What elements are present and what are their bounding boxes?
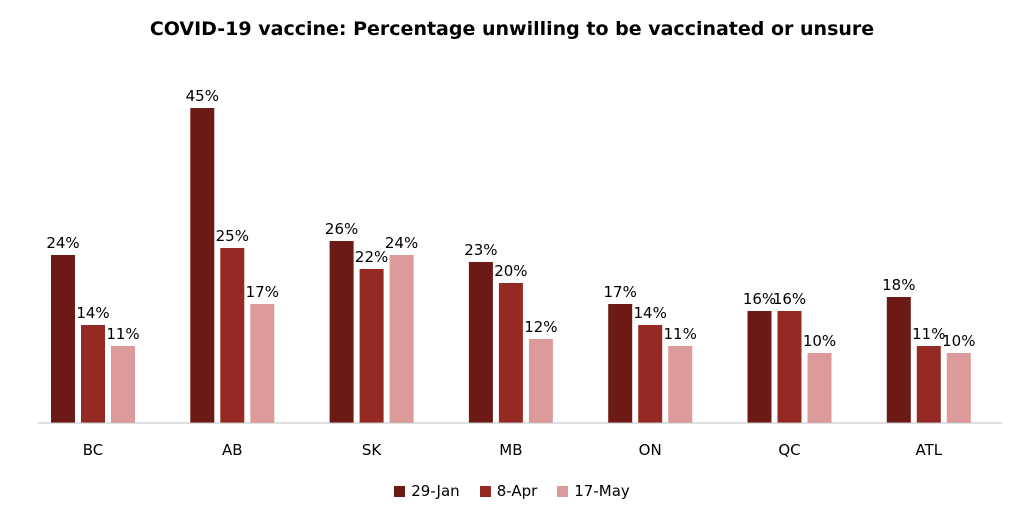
legend-label: 17-May [574, 482, 630, 500]
category-label-on: ON [639, 441, 662, 459]
value-label-atl-17-may: 10% [942, 332, 975, 350]
value-labels-layer: 24%14%11%45%25%17%26%22%24% 23%20%12%17%1… [46, 87, 975, 350]
bar-mb-29-jan [468, 262, 493, 423]
bar-qc-17-may [807, 353, 832, 423]
bar-mb-17-may [528, 339, 553, 423]
bar-qc-29-jan [747, 311, 772, 423]
bar-chart: 24%14%11%45%25%17%26%22%24% 23%20%12%17%1… [38, 87, 1002, 459]
value-label-qc-29-jan: 16% [743, 290, 776, 308]
value-label-qc-8-apr: 16% [773, 290, 806, 308]
legend-swatch [479, 485, 491, 497]
value-label-mb-17-may: 12% [524, 318, 557, 336]
category-label-qc: QC [778, 441, 800, 459]
value-label-qc-17-may: 10% [803, 332, 836, 350]
bar-ab-29-jan [190, 108, 215, 423]
bars-layer [51, 108, 971, 423]
value-label-on-8-apr: 14% [634, 304, 667, 322]
legend-label: 8-Apr [496, 482, 538, 500]
category-label-bc: BC [83, 441, 104, 459]
value-label-ab-8-apr: 25% [216, 227, 249, 245]
category-label-atl: ATL [915, 441, 942, 459]
value-label-on-29-jan: 17% [604, 283, 637, 301]
bar-on-29-jan [608, 304, 633, 423]
value-label-sk-8-apr: 22% [355, 248, 388, 266]
bar-mb-8-apr [498, 283, 523, 423]
value-label-mb-8-apr: 20% [494, 262, 527, 280]
category-label-sk: SK [362, 441, 383, 459]
value-label-sk-29-jan: 26% [325, 220, 358, 238]
legend-item-8-apr: 8-Apr [479, 482, 538, 500]
bar-ab-17-may [250, 304, 275, 423]
bar-ab-8-apr [220, 248, 245, 423]
bar-sk-29-jan [329, 241, 354, 423]
value-label-ab-29-jan: 45% [186, 87, 219, 105]
legend-label: 29-Jan [411, 482, 460, 500]
legend-item-17-may: 17-May [557, 482, 630, 500]
value-label-sk-17-may: 24% [385, 234, 418, 252]
bar-atl-8-apr [916, 346, 941, 423]
bar-sk-8-apr [359, 269, 384, 423]
bar-bc-29-jan [51, 255, 75, 423]
bar-bc-17-may [111, 346, 135, 423]
legend-swatch [557, 485, 569, 497]
value-label-atl-8-apr: 11% [912, 325, 945, 343]
category-labels-layer: BC AB SK MB ON QC ATL [83, 441, 943, 459]
value-label-bc-8-apr: 14% [76, 304, 109, 322]
value-label-bc-17-may: 11% [106, 325, 139, 343]
value-label-atl-29-jan: 18% [882, 276, 915, 294]
chart-title: COVID-19 vaccine: Percentage unwilling t… [149, 18, 875, 40]
value-label-ab-17-may: 17% [246, 283, 279, 301]
category-label-mb: MB [499, 441, 522, 459]
bar-on-8-apr [638, 325, 663, 423]
bar-atl-29-jan [886, 297, 911, 423]
value-label-bc-29-jan: 24% [46, 234, 79, 252]
legend-swatch [394, 485, 406, 497]
category-label-ab: AB [222, 441, 243, 459]
bar-atl-17-may [946, 353, 971, 423]
legend: 29-Jan 8-Apr 17-May [0, 482, 1024, 500]
bar-bc-8-apr [81, 325, 105, 423]
bar-on-17-may [668, 346, 693, 423]
value-label-on-17-may: 11% [664, 325, 697, 343]
legend-item-29-jan: 29-Jan [394, 482, 460, 500]
bar-sk-17-may [389, 255, 414, 423]
value-label-mb-29-jan: 23% [464, 241, 497, 259]
bar-qc-8-apr [777, 311, 802, 423]
